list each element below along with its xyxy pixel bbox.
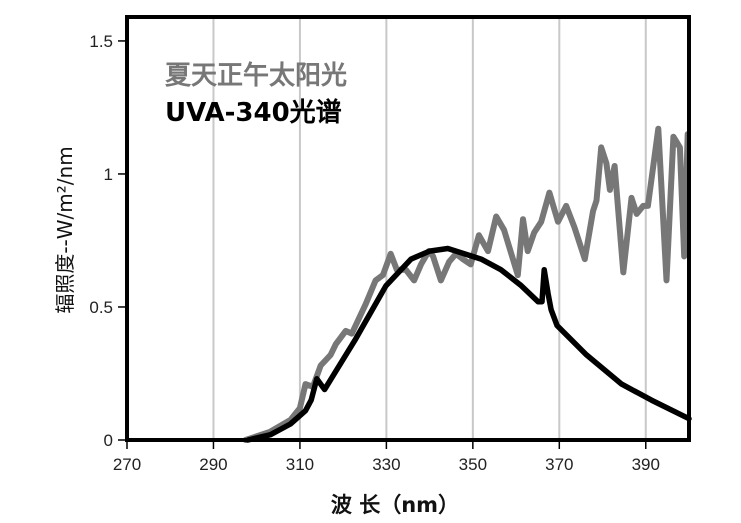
legend-label-uva340: UVA-340光谱 (165, 97, 342, 128)
x-tick-label: 310 (286, 455, 314, 474)
series-lines (242, 125, 692, 443)
plot-frame (125, 15, 691, 442)
y-axis: 0 0.5 1 1.5 (89, 32, 127, 450)
x-tick-label: 270 (113, 455, 141, 474)
y-tick-label: 0.5 (89, 298, 113, 317)
x-axis: 270 290 310 330 350 370 390 (113, 440, 660, 474)
legend: 夏天正午太阳光 UVA-340光谱 (165, 60, 347, 128)
x-tick-label: 390 (632, 455, 660, 474)
x-tick-label: 370 (545, 455, 573, 474)
x-tick-label: 330 (372, 455, 400, 474)
x-axis-label: 波 长（nm） (331, 493, 459, 517)
legend-label-sunlight: 夏天正午太阳光 (165, 60, 347, 91)
x-tick-label: 350 (459, 455, 487, 474)
series-line-sunlight (242, 125, 691, 443)
y-tick-label: 1 (104, 165, 113, 184)
x-tick-label: 290 (199, 455, 227, 474)
grid-lines (212, 17, 647, 440)
series-line-uva340 (245, 245, 692, 443)
y-tick-label: 0 (104, 431, 113, 450)
y-tick-label: 1.5 (89, 32, 113, 51)
y-axis-label: 辐照度--W/m²/nm (53, 146, 77, 313)
